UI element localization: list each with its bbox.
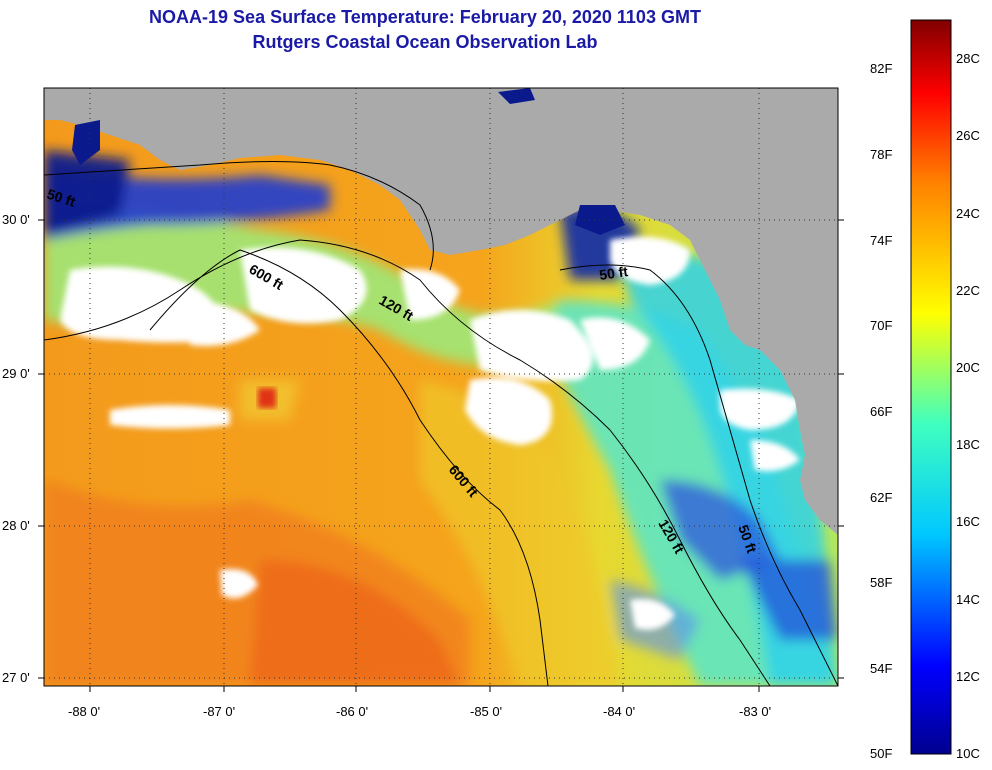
colorbar-label-c: 22C [956,283,980,298]
colorbar [910,19,952,755]
colorbar-label-c: 24C [956,206,980,221]
colorbar-label-f: 62F [870,490,893,505]
lon-label: -88 0' [68,704,101,719]
lat-label: 27 0' [2,670,30,685]
isobath-120ft [44,239,771,686]
colorbar-label-f: 58F [870,575,893,590]
colorbar-label-c: 16C [956,514,980,529]
lon-label: -83 0' [739,704,772,719]
colorbar-label-c: 20C [956,360,980,375]
colorbar-label-f: 78F [870,147,893,162]
colorbar-label-f: 70F [870,318,893,333]
colorbar-label-f: 74F [870,233,893,248]
lat-label: 30 0' [2,212,30,227]
colorbar-label-c: 12C [956,669,980,684]
colorbar-label-f: 54F [870,661,893,676]
lon-label: -86 0' [336,704,369,719]
colorbar-label-f: 66F [870,404,893,419]
colorbar-label-c: 10C [956,746,980,761]
colorbar-label-f: 82F [870,61,893,76]
colorbar-label-c: 28C [956,51,980,66]
isobath-50ft-west [44,161,434,271]
lat-label: 29 0' [2,366,30,381]
isobath-50ft-east [559,264,838,686]
lon-label: -87 0' [203,704,236,719]
chart-title: NOAA-19 Sea Surface Temperature: Februar… [149,7,701,27]
colorbar-label-c: 18C [956,437,980,452]
colorbar-label-c: 14C [956,592,980,607]
land-mass [44,88,838,535]
lon-label: -84 0' [603,704,636,719]
colorbar-label-c: 26C [956,128,980,143]
isobath-label: 50 ft [598,263,629,283]
map-area [44,88,838,686]
isobath-600ft [149,249,549,686]
chart-subtitle: Rutgers Coastal Ocean Observation Lab [252,32,598,52]
colorbar-label-f: 50F [870,746,893,761]
lon-label: -85 0' [470,704,503,719]
lat-label: 28 0' [2,518,30,533]
